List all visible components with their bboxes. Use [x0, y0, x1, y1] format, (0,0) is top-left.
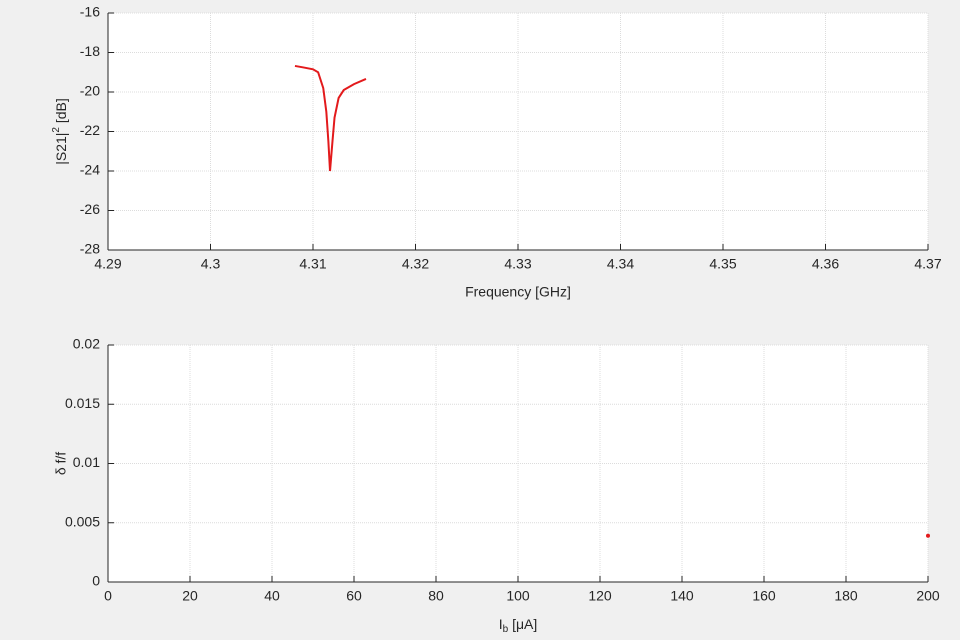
y-tick-label: -16: [80, 4, 100, 20]
x-tick-label: 4.32: [402, 256, 429, 272]
y-tick-label: 0: [92, 573, 100, 589]
x-tick-label: 4.33: [504, 256, 531, 272]
y-tick-label: -28: [80, 241, 100, 257]
x-tick-label: 4.3: [201, 256, 221, 272]
x-tick-label: 180: [834, 588, 858, 604]
y-axis-label-part: 2: [51, 127, 62, 133]
x-tick-label: 120: [588, 588, 612, 604]
y-tick-label: -22: [80, 122, 100, 138]
y-tick-label: 0.01: [73, 454, 100, 470]
y-axis-label: δ f/f: [53, 452, 69, 475]
y-axis-label-part: [dB]: [53, 98, 69, 127]
x-axis-label-part: I: [499, 616, 503, 632]
data-line: [294, 64, 367, 172]
y-tick-label: -20: [80, 83, 100, 99]
x-tick-label: 4.35: [709, 256, 736, 272]
x-tick-label: 40: [264, 588, 280, 604]
x-tick-label: 4.37: [914, 256, 941, 272]
x-tick-label: 0: [104, 588, 112, 604]
x-tick-label: 4.36: [812, 256, 839, 272]
x-tick-label: 4.29: [94, 256, 121, 272]
y-tick-label: -26: [80, 201, 100, 217]
x-axis-label-part: b: [503, 624, 509, 635]
y-axis-label: |S21|2 [dB]: [51, 98, 69, 165]
x-tick-label: 80: [428, 588, 444, 604]
data-point: [926, 533, 930, 538]
y-tick-label: 0.02: [73, 336, 100, 352]
x-tick-label: 20: [182, 588, 198, 604]
x-tick-label: 160: [752, 588, 776, 604]
x-tick-label: 60: [346, 588, 362, 604]
x-axis-label-part: [μA]: [508, 616, 537, 632]
x-tick-label: 4.31: [299, 256, 326, 272]
y-tick-label: 0.015: [65, 395, 100, 411]
y-axis-label-part: |S21|: [53, 133, 69, 165]
x-axis-label: Frequency [GHz]: [465, 284, 571, 300]
x-tick-label: 100: [506, 588, 530, 604]
x-tick-label: 140: [670, 588, 694, 604]
x-tick-label: 4.34: [607, 256, 634, 272]
y-tick-label: -18: [80, 43, 100, 59]
y-tick-label: -24: [80, 162, 100, 178]
x-tick-label: 200: [916, 588, 940, 604]
y-tick-label: 0.005: [65, 513, 100, 529]
x-axis-label: Ib [μA]: [499, 616, 538, 635]
